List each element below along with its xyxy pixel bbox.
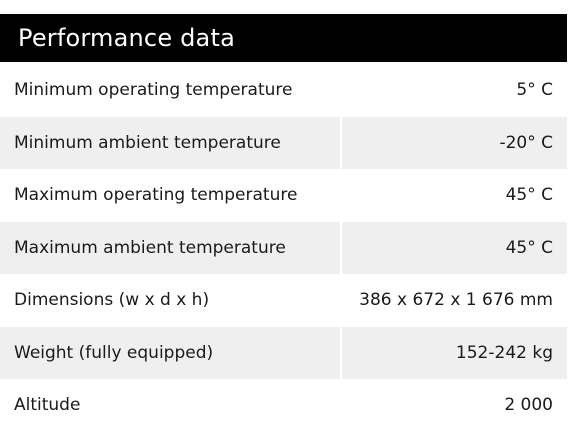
row-value: 2 000 [504, 395, 553, 416]
row-value: -20° C [499, 132, 553, 153]
row-value: 45° C [505, 237, 553, 258]
row-label: Dimensions (w x d x h) [14, 290, 210, 311]
row-label: Altitude [14, 395, 81, 416]
table-row-weight: Weight (fully equipped) 152-242 kg [0, 326, 567, 379]
spec-table: Minimum operating temperature 5° C Minim… [0, 64, 567, 432]
table-row-max-operating-temp: Maximum operating temperature 45° C [0, 169, 567, 222]
section-header: Performance data [0, 14, 567, 62]
table-row-dimensions: Dimensions (w x d x h) 386 x 672 x 1 676… [0, 274, 567, 327]
table-row-max-ambient-temp: Maximum ambient temperature 45° C [0, 221, 567, 274]
table-row-min-operating-temp: Minimum operating temperature 5° C [0, 64, 567, 117]
table-row-min-ambient-temp: Minimum ambient temperature -20° C [0, 116, 567, 169]
row-value: 5° C [516, 80, 553, 101]
row-value: 386 x 672 x 1 676 mm [359, 290, 553, 311]
row-label: Minimum operating temperature [14, 80, 293, 101]
table-row-altitude: Altitude 2 000 [0, 379, 567, 432]
row-label: Weight (fully equipped) [14, 342, 214, 363]
row-value: 45° C [505, 185, 553, 206]
row-label: Minimum ambient temperature [14, 132, 281, 153]
row-value: 152-242 kg [455, 342, 553, 363]
row-label: Maximum ambient temperature [14, 237, 286, 258]
row-label: Maximum operating temperature [14, 185, 298, 206]
section-title: Performance data [18, 24, 235, 52]
